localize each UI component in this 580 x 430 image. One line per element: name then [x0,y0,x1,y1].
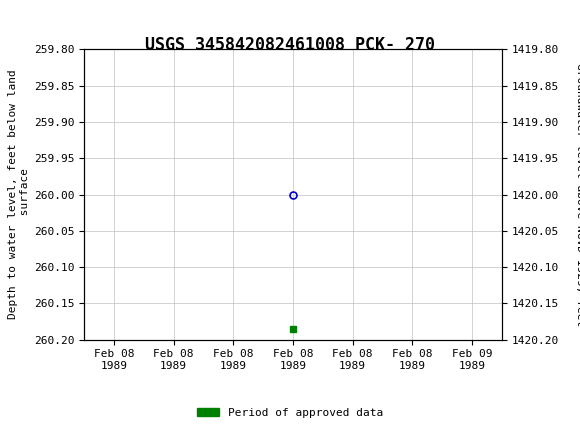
Legend: Period of approved data: Period of approved data [193,403,387,422]
Y-axis label: Groundwater level above NGVD 1929, feet: Groundwater level above NGVD 1929, feet [575,63,580,326]
Y-axis label: Depth to water level, feet below land
 surface: Depth to water level, feet below land su… [8,70,30,319]
Text: USGS 345842082461008 PCK- 270: USGS 345842082461008 PCK- 270 [145,36,435,54]
Text: ≋USGS: ≋USGS [3,6,66,26]
